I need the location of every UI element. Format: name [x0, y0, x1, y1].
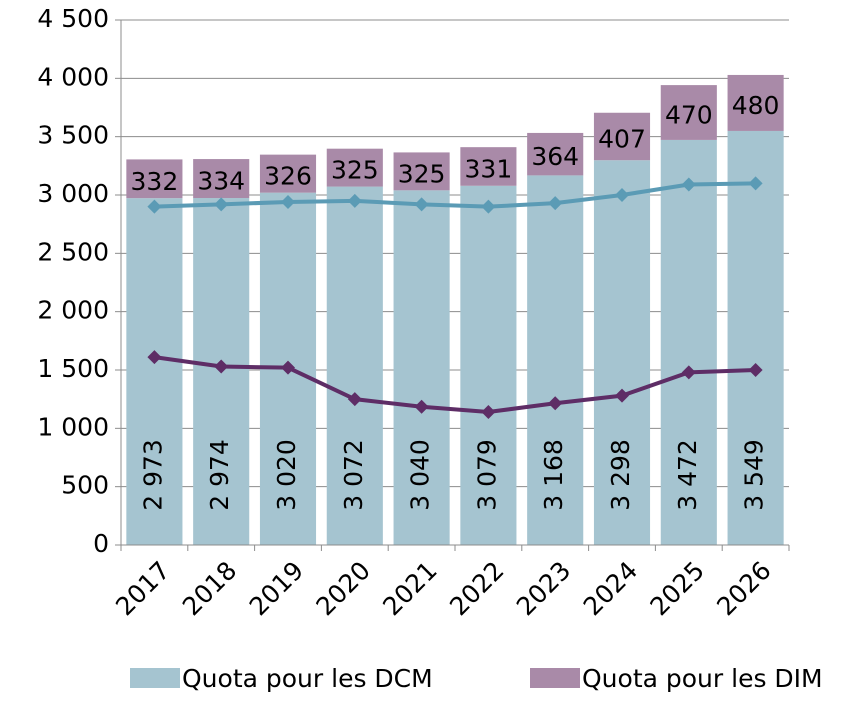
- bar-segment: [593, 160, 651, 545]
- y-tick-label: 1 000: [37, 412, 109, 441]
- data-label: 3 298: [606, 439, 635, 511]
- data-label: 3 079: [472, 439, 501, 511]
- bar-segment: [326, 186, 383, 545]
- bar-segment: [393, 152, 450, 191]
- bar-segment: [193, 159, 250, 199]
- data-label: 364: [531, 142, 579, 171]
- line-marker: [748, 176, 763, 191]
- x-tick-label: 2020: [310, 556, 375, 621]
- data-label: 3 472: [673, 439, 702, 511]
- y-tick-label: 2 000: [37, 296, 109, 325]
- line-marker: [214, 359, 229, 374]
- line-marker: [615, 388, 629, 403]
- legend-label: Quota pour les DIM: [582, 664, 823, 693]
- y-tick-label: 1 500: [37, 354, 109, 383]
- x-tick-label: 2021: [377, 556, 442, 621]
- line-marker: [681, 365, 696, 380]
- y-tick-label: 500: [61, 471, 109, 500]
- data-label: 331: [465, 154, 513, 183]
- y-tick-label: 2 500: [37, 237, 109, 266]
- data-label: 332: [131, 167, 179, 196]
- data-label: 470: [665, 101, 713, 130]
- data-label: 407: [598, 124, 646, 153]
- legend-swatch: [530, 668, 580, 688]
- line-marker: [281, 195, 295, 209]
- data-label: 3 020: [272, 439, 301, 511]
- bar-segment: [460, 185, 517, 546]
- bar-segment: [460, 147, 517, 186]
- x-tick-label: 2017: [110, 556, 175, 621]
- data-label: 3 549: [740, 439, 769, 511]
- line-marker: [147, 350, 162, 365]
- data-label: 3 168: [539, 439, 568, 511]
- y-tick-label: 3 000: [37, 179, 109, 208]
- bar-segment: [126, 198, 183, 545]
- x-tick-label: 2024: [578, 556, 643, 621]
- y-tick-label: 0: [93, 529, 109, 558]
- line-marker: [548, 396, 563, 411]
- data-label: 326: [264, 162, 312, 191]
- bar-segment: [527, 175, 584, 545]
- data-label: 325: [398, 159, 446, 188]
- x-tick-label: 2026: [711, 556, 776, 621]
- x-tick-label: 2022: [444, 556, 509, 621]
- data-label: 2 974: [205, 439, 234, 511]
- line-marker: [281, 360, 295, 375]
- x-tick-label: 2025: [644, 556, 709, 621]
- legend-label: Quota pour les DCM: [182, 664, 433, 693]
- y-tick-label: 3 500: [37, 121, 109, 150]
- data-label: 3 072: [339, 439, 368, 511]
- line-marker: [681, 177, 696, 192]
- bar-segment: [126, 159, 183, 199]
- line-marker: [214, 197, 229, 212]
- data-label: 325: [331, 156, 379, 185]
- data-label: 3 040: [406, 439, 435, 511]
- legend-swatch: [130, 668, 180, 688]
- y-tick-label: 4 000: [37, 62, 109, 91]
- bar-segment: [660, 139, 717, 545]
- data-label: 334: [197, 167, 245, 196]
- bar-segment: [259, 154, 317, 193]
- line-series: [154, 355, 756, 415]
- line-marker: [548, 196, 563, 211]
- line-marker: [414, 399, 429, 414]
- x-tick-label: 2019: [244, 556, 309, 621]
- data-label: 2 973: [138, 439, 167, 511]
- line-marker: [481, 199, 496, 214]
- bar-segment: [727, 130, 784, 545]
- x-tick-label: 2018: [177, 556, 242, 621]
- y-tick-label: 4 500: [37, 4, 109, 33]
- line-marker: [347, 392, 362, 407]
- bar-segment: [593, 112, 651, 161]
- bar-segment: [660, 85, 717, 140]
- line-marker: [481, 405, 496, 419]
- bar-segment: [527, 132, 584, 176]
- data-label: 480: [732, 91, 780, 120]
- line-marker: [615, 188, 629, 202]
- bar-segment: [326, 148, 383, 187]
- line-marker: [147, 199, 162, 214]
- line-marker: [414, 197, 429, 212]
- bar-segment: [727, 74, 784, 131]
- bar-segment: [393, 190, 450, 546]
- line-marker: [347, 193, 362, 208]
- x-tick-label: 2023: [511, 556, 576, 621]
- line-marker: [748, 363, 763, 377]
- line-series: [154, 181, 756, 209]
